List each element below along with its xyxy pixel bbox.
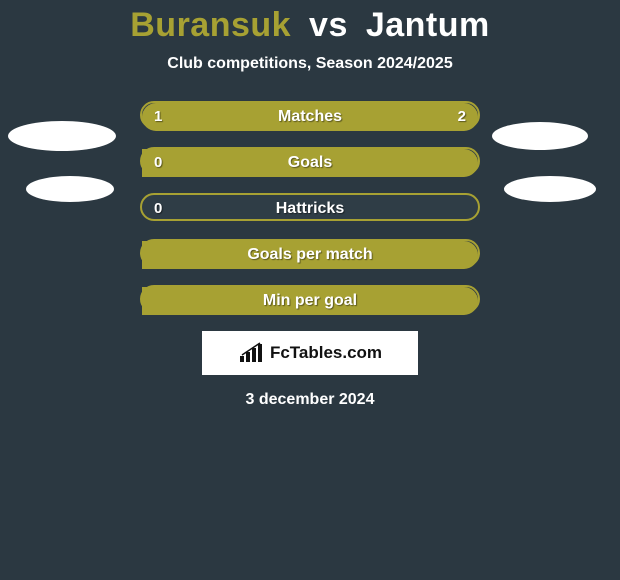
row-label: Goals per match (142, 241, 478, 269)
watermark: FcTables.com (202, 331, 418, 375)
row-label: Matches (142, 103, 478, 131)
side-ellipse (492, 122, 588, 150)
watermark-text: FcTables.com (270, 343, 382, 363)
bar-track: 12Matches (140, 101, 480, 129)
row-label: Goals (142, 149, 478, 177)
title-vs: vs (309, 6, 348, 45)
comparison-card: Buransuk vs Jantum Club competitions, Se… (0, 0, 620, 580)
stat-row: 12Matches (140, 101, 480, 129)
bar-track: Min per goal (140, 285, 480, 313)
side-ellipse (8, 121, 116, 151)
stat-row: 0Goals (140, 147, 480, 175)
stat-row: 0Hattricks (140, 193, 480, 221)
page-title: Buransuk vs Jantum (0, 6, 620, 45)
date-label: 3 december 2024 (0, 391, 620, 409)
stat-row: Min per goal (140, 285, 480, 313)
side-ellipse (504, 176, 596, 202)
side-ellipse (26, 176, 114, 202)
title-player1: Buransuk (130, 6, 291, 45)
barchart-icon (238, 342, 264, 364)
bar-track: Goals per match (140, 239, 480, 267)
subtitle: Club competitions, Season 2024/2025 (0, 55, 620, 73)
bar-track: 0Hattricks (140, 193, 480, 221)
stat-row: Goals per match (140, 239, 480, 267)
row-label: Min per goal (142, 287, 478, 315)
bar-track: 0Goals (140, 147, 480, 175)
row-label: Hattricks (142, 195, 478, 223)
title-player2: Jantum (366, 6, 490, 45)
